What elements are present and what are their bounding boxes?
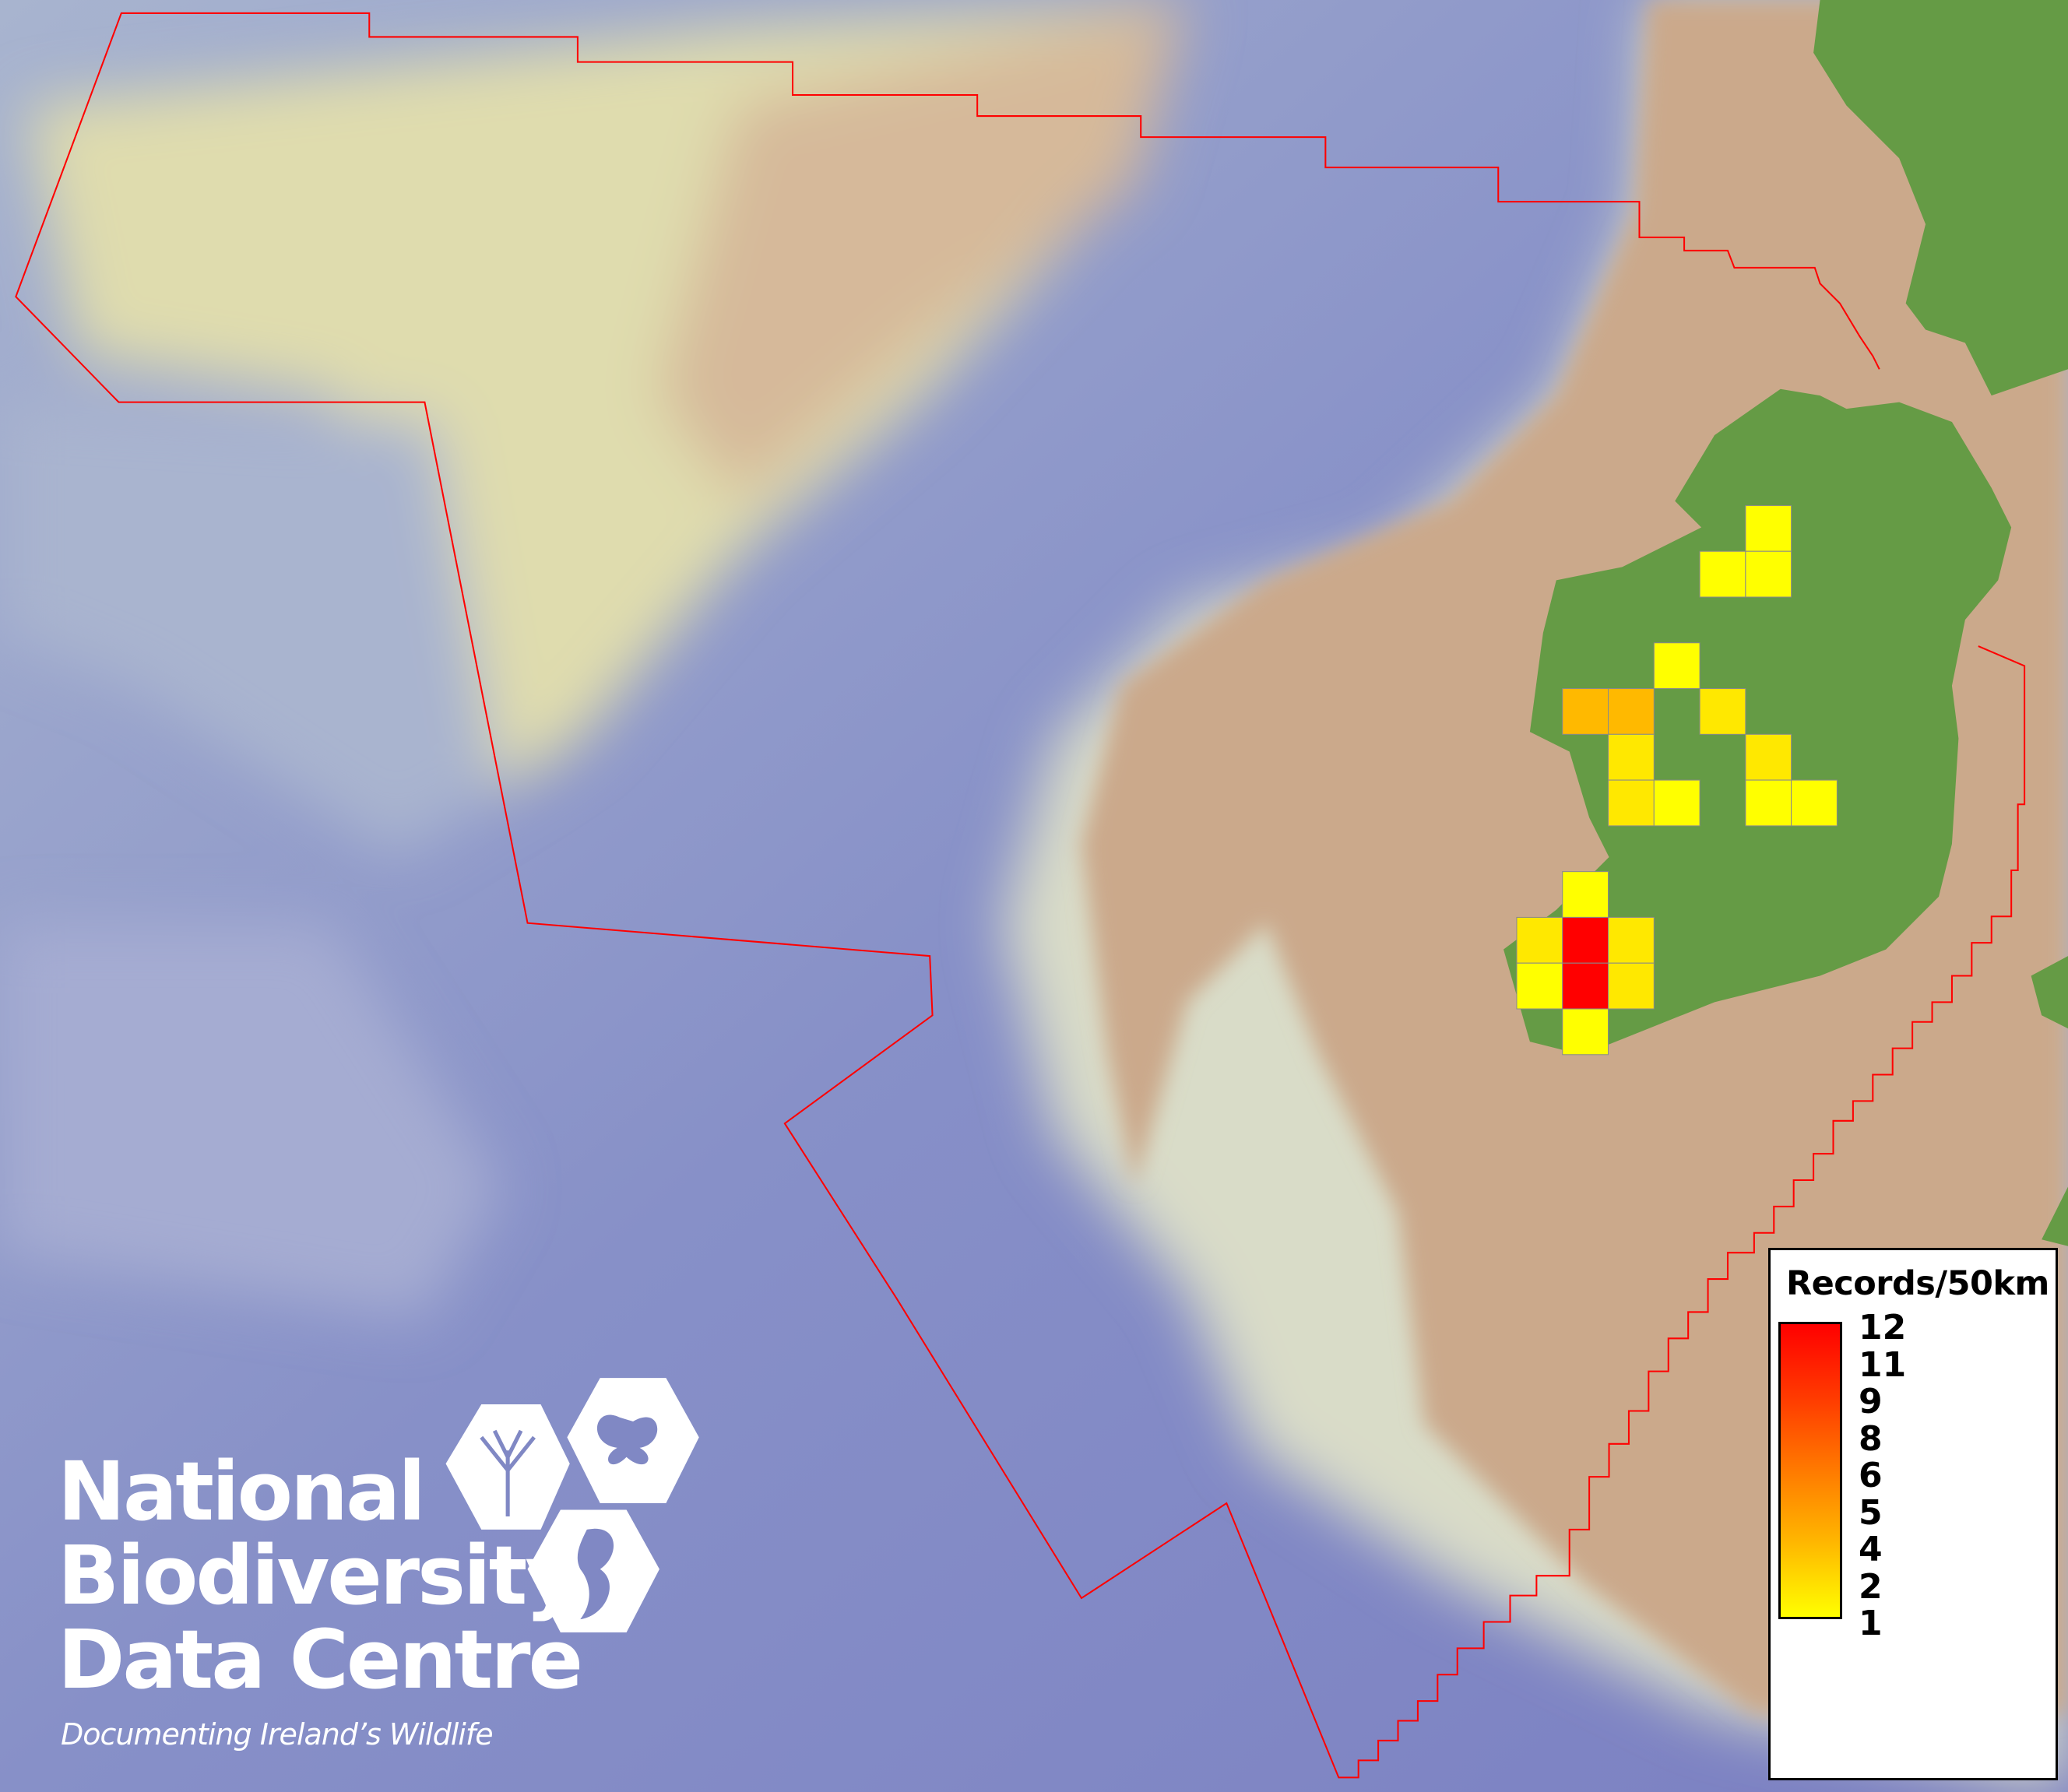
logo-line-biodiversity: Biodiversity: [58, 1528, 578, 1623]
grid-cell[interactable]: [1745, 550, 1792, 598]
record-grid: [1516, 504, 1838, 1056]
logo-hexagons: [445, 1378, 699, 1633]
grid-cell[interactable]: [1562, 962, 1609, 1010]
legend-tick-label: 2: [1859, 1566, 1883, 1607]
legend-tick-label: 6: [1859, 1456, 1883, 1495]
legend-color-ramp: [1778, 1322, 1842, 1619]
grid-cell[interactable]: [1653, 779, 1700, 827]
legend-tick-label: 1: [1859, 1604, 1883, 1643]
ireland-landmass: [1504, 388, 2012, 1056]
eez-boundary: [15, 12, 2026, 1779]
grid-cell[interactable]: [1745, 504, 1792, 552]
logo-line-national: National: [58, 1444, 426, 1539]
legend-tick-label: 8: [1859, 1418, 1883, 1459]
legend-tick-label: 4: [1859, 1530, 1883, 1569]
legend-tick-label: 11: [1859, 1344, 1907, 1385]
grid-cell[interactable]: [1516, 962, 1563, 1010]
grid-cell[interactable]: [1608, 733, 1655, 781]
logo-tagline: Documenting Ireland’s Wildlife: [61, 1717, 494, 1752]
logo-line-data-centre: Data Centre: [58, 1612, 583, 1707]
grid-cell[interactable]: [1516, 916, 1563, 964]
grid-cell[interactable]: [1562, 688, 1609, 735]
legend-tick-label: 5: [1859, 1492, 1883, 1533]
wales-landmass: [2031, 956, 2068, 1246]
grid-cell[interactable]: [1562, 916, 1609, 964]
grid-cell[interactable]: [1791, 779, 1838, 827]
grid-cell[interactable]: [1745, 779, 1792, 827]
grid-cell[interactable]: [1608, 916, 1655, 964]
legend-tick-label: 9: [1859, 1382, 1883, 1421]
legend-title: Records/50km: [1786, 1264, 2049, 1303]
grid-cell[interactable]: [1653, 642, 1700, 690]
legend-tick-label: 12: [1859, 1308, 1907, 1348]
grid-cell[interactable]: [1562, 871, 1609, 918]
grid-cell[interactable]: [1562, 1008, 1609, 1056]
legend: Records/50km 12 11 9 8 6 5 4 2 1: [1768, 1248, 2058, 1780]
scotland-landmass: [1813, 0, 2068, 396]
grid-cell[interactable]: [1608, 779, 1655, 827]
grid-cell[interactable]: [1608, 688, 1655, 735]
grid-cell[interactable]: [1745, 733, 1792, 781]
grid-cell[interactable]: [1699, 550, 1746, 598]
grid-cell[interactable]: [1699, 688, 1746, 735]
grid-cell[interactable]: [1608, 962, 1655, 1010]
